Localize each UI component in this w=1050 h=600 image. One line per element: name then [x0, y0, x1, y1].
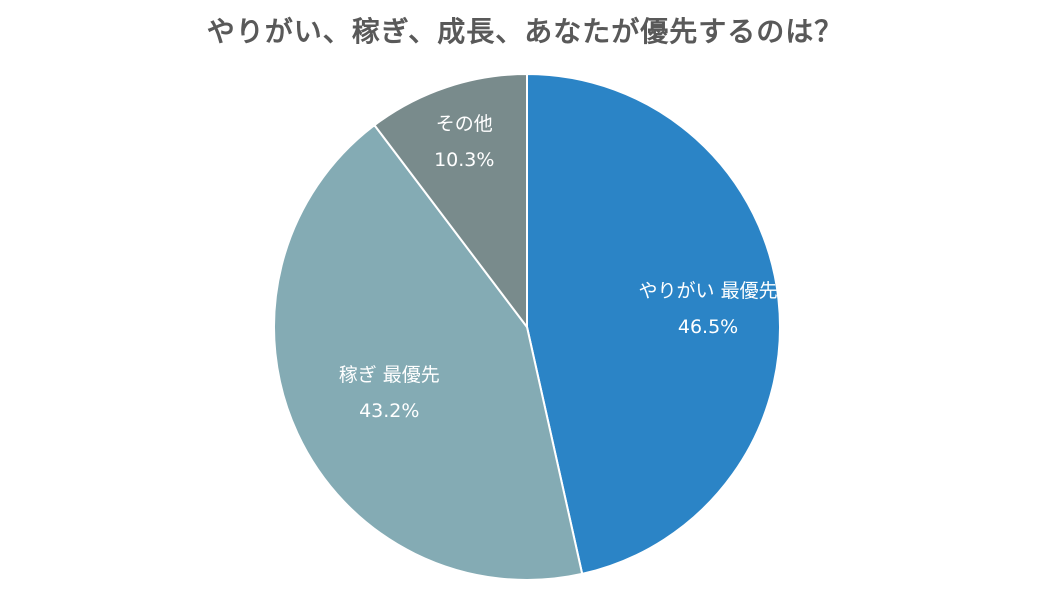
slice-label-2: 稼ぎ 最優先 [339, 364, 440, 386]
pie-slice-2 [273, 123, 584, 581]
slice-label-3: その他 [436, 113, 493, 135]
pie-slice-1 [526, 72, 781, 576]
slices-group [273, 72, 781, 581]
slice-value-1: 46.5% [678, 316, 738, 338]
pie-slice-3 [373, 72, 528, 330]
chart-title: やりがい、稼ぎ、成長、あなたが優先するのは？ [206, 15, 844, 48]
labels-group: やりがい 最優先 46.5% 稼ぎ 最優先 43.2% その他 10.3% [339, 113, 778, 422]
slice-label-1: やりがい 最優先 [639, 280, 778, 302]
slice-value-3: 10.3% [434, 149, 494, 171]
slice-value-2: 43.2% [359, 400, 419, 422]
